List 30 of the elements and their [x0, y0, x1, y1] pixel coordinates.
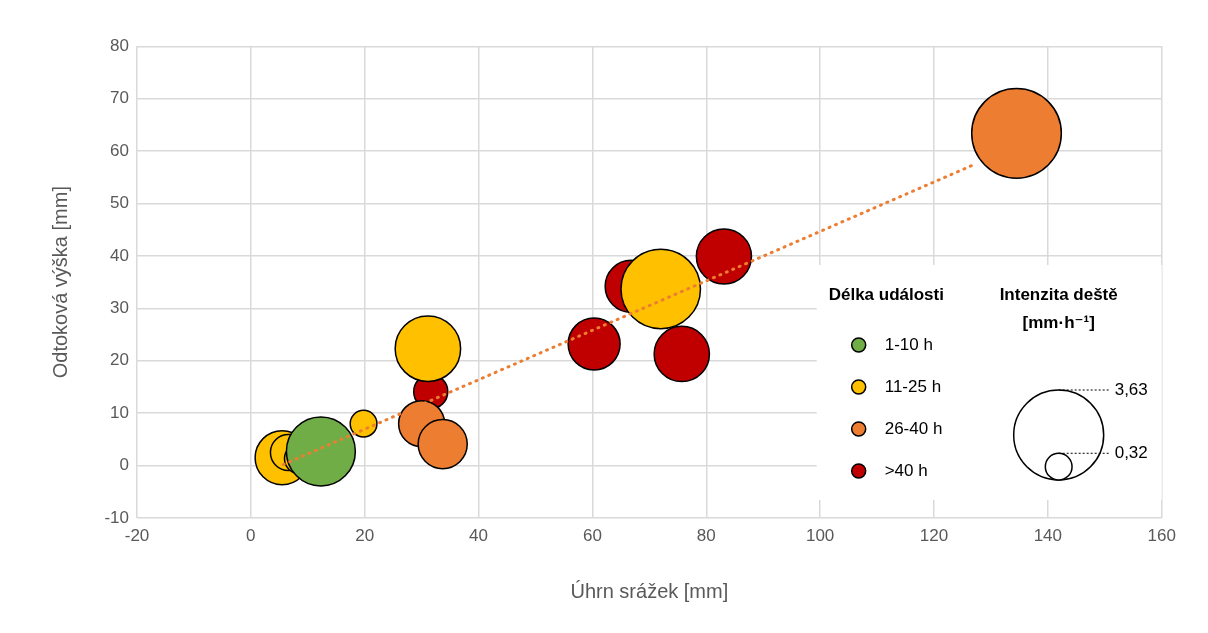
x-tick-label: 40: [469, 525, 489, 545]
y-tick-label: 20: [110, 350, 129, 370]
x-tick-label: 140: [1033, 525, 1063, 545]
y-tick-label: 10: [110, 402, 129, 422]
x-axis-title: Úhrn srážek [mm]: [570, 579, 729, 602]
legend-label: 11-25 h: [884, 376, 942, 396]
x-tick-label: -20: [124, 525, 150, 545]
x-tick-label: 120: [919, 525, 949, 545]
legend-title: Délka události: [828, 284, 944, 304]
legend-label: >40 h: [884, 460, 928, 480]
y-tick-label: 50: [110, 193, 129, 213]
x-tick-label: 60: [582, 525, 602, 545]
legend-label: 26-40 h: [884, 418, 943, 438]
y-tick-label: 70: [110, 88, 129, 108]
annotation: Intenzita deště [mm·h⁻¹]: [999, 284, 1118, 332]
y-tick-label: 30: [110, 298, 129, 318]
x-tick-label: 0: [246, 525, 256, 545]
y-tick-label: 40: [110, 245, 129, 265]
legend-label: 0,32: [1114, 442, 1148, 462]
y-axis-title: Odtoková výška [mm]: [48, 186, 71, 379]
x-tick-label: 80: [696, 525, 716, 545]
x-tick-label: 100: [805, 525, 835, 545]
y-tick-label: 0: [119, 455, 129, 475]
legend-label: 1-10 h: [884, 334, 933, 354]
x-tick-label: 20: [355, 525, 375, 545]
y-tick-label: 80: [110, 36, 129, 55]
y-tick-label: -10: [104, 507, 129, 527]
x-tick-label: 160: [1147, 525, 1176, 545]
y-tick-label: 60: [110, 140, 129, 160]
legend-label: 3,63: [1114, 379, 1148, 399]
